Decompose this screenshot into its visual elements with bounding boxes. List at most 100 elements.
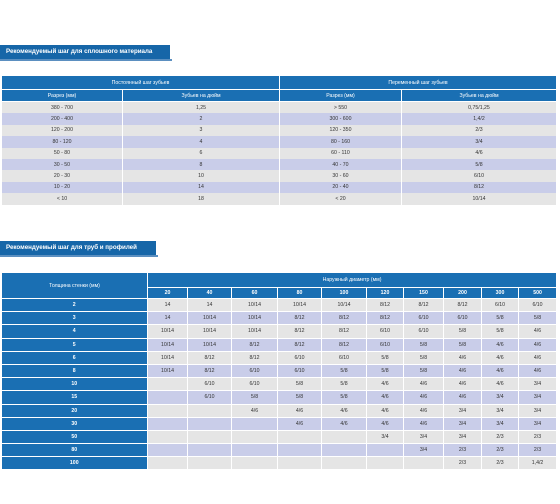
- pitch-cell: 3/4: [443, 429, 482, 445]
- pitch-cell: 4/6: [443, 363, 482, 379]
- column-header-tpi-constant: Зубьев на дюйм: [122, 89, 280, 102]
- table-row: 80 3/4 2/3 2/3 2/3: [1, 443, 558, 458]
- pitch-cell: 8/12: [403, 297, 444, 313]
- pitch-cell: 6/10: [277, 363, 322, 379]
- pitch-cell: 4/6: [231, 403, 278, 418]
- pitch-cell: [147, 390, 188, 405]
- pitch-cell: 6/10: [366, 337, 404, 352]
- pitch-cell: 8/12: [443, 297, 482, 313]
- pitch-cell: 4/6: [366, 403, 404, 418]
- pitch-cell: [147, 443, 188, 458]
- pitch-cell: [277, 443, 322, 458]
- constant-pitch-header: Постоянный шаг зубьев: [1, 75, 280, 90]
- pitch-cell: 4/6: [443, 377, 482, 392]
- cell-v-tpi: 6/10: [401, 170, 557, 182]
- diameter-header: 500: [517, 287, 558, 299]
- wall-thickness-value: 100: [1, 456, 148, 471]
- table-row: 4 10/14 10/14 10/14 8/12 8/12 6/10 6/10 5/8 5/8 4/…: [1, 324, 558, 339]
- cell-v-size: > 550: [279, 101, 402, 114]
- pitch-cell: 3/4: [517, 377, 558, 392]
- pitch-cell: 8/12: [231, 337, 278, 352]
- cell-v-size: 80 - 160: [279, 136, 402, 148]
- table-row: 200 - 400 2 300 - 600 1,4/2: [1, 113, 557, 125]
- table-row: 20 4/6 4/6 4/6 4/6 4/6 3/4 3/4 3/4: [1, 403, 558, 418]
- cell-v-tpi: 10/14: [401, 193, 557, 205]
- pitch-cell: 10/14: [187, 337, 232, 352]
- pitch-cell: 4/6: [517, 363, 558, 379]
- pitch-cell: 6/10: [187, 377, 232, 392]
- pitch-cell: 2/3: [517, 443, 558, 458]
- pitch-cell: [147, 456, 188, 471]
- pitch-cell: 3/4: [403, 443, 444, 458]
- pitch-cell: 5/8: [481, 324, 519, 339]
- pitch-cell: 3/4: [517, 416, 558, 431]
- table-row: 80 - 120 4 80 - 160 3/4: [1, 136, 557, 148]
- pitch-cell: 14: [187, 297, 232, 313]
- pitch-cell: 5/8: [403, 337, 444, 352]
- pitch-cell: 3/4: [403, 429, 444, 445]
- pitch-cell: 6/10: [443, 311, 482, 326]
- pitch-cell: 8/12: [277, 337, 322, 352]
- pitch-cell: 4/6: [366, 390, 404, 405]
- cell-v-size: 300 - 600: [279, 113, 402, 125]
- pitch-cell: 8/12: [321, 311, 367, 326]
- pitch-cell: 6/10: [321, 350, 367, 365]
- cell-v-tpi: 0,75/1,25: [401, 101, 557, 114]
- pitch-cell: 4/6: [277, 416, 322, 431]
- pitch-cell: 3/4: [517, 403, 558, 418]
- pitch-cell: 2/3: [481, 429, 519, 445]
- cell-c-size: 120 - 200: [1, 124, 123, 137]
- pitch-cell: 10/14: [147, 350, 188, 365]
- pitch-cell: 4/6: [366, 377, 404, 392]
- pitch-cell: 2/3: [517, 429, 558, 445]
- pitch-cell: 4/6: [481, 377, 519, 392]
- diameter-header: 20: [147, 287, 188, 299]
- pitch-cell: 3/4: [481, 390, 519, 405]
- table-row: 20 - 30 10 30 - 60 6/10: [1, 170, 557, 182]
- pitch-cell: 6/10: [187, 390, 232, 405]
- table-row: 10 6/10 6/10 5/8 5/8 4/6 4/6 4/6 4/6 3/4: [1, 377, 558, 392]
- pitch-cell: 8/12: [366, 311, 404, 326]
- cell-c-tpi: 10: [122, 170, 280, 182]
- cell-c-tpi: 18: [122, 193, 280, 205]
- pitch-cell: [231, 416, 278, 431]
- pitch-cell: 4/6: [443, 390, 482, 405]
- pitch-cell: 4/6: [517, 324, 558, 339]
- diameter-header: 300: [481, 287, 519, 299]
- pitch-cell: 5/8: [517, 311, 558, 326]
- pitch-cell: [231, 443, 278, 458]
- pitch-cell: [403, 456, 444, 471]
- pitch-cell: [147, 429, 188, 445]
- pitch-cell: 5/8: [443, 337, 482, 352]
- table-row: 15 6/10 5/8 5/8 5/8 4/6 4/6 4/6 3/4 3/4: [1, 390, 558, 405]
- pitch-cell: 2/3: [443, 443, 482, 458]
- diameter-header: 60: [231, 287, 278, 299]
- pitch-cell: [321, 443, 367, 458]
- cell-v-size: 40 - 70: [279, 158, 402, 171]
- section-title-tubes: Рекомендуемый шаг для труб и профилей: [0, 241, 158, 257]
- table-row: 50 3/4 3/4 3/4 2/3 2/3: [1, 429, 558, 445]
- pitch-cell: 4/6: [403, 416, 444, 431]
- pitch-cell: 8/12: [366, 297, 404, 313]
- pitch-cell: 2/3: [481, 456, 519, 471]
- table-row: 10 - 20 14 20 - 40 8/12: [1, 181, 557, 194]
- table-row: 5 10/14 10/14 8/12 8/12 8/12 6/10 5/8 5/8 4/6 4/6: [1, 337, 558, 352]
- pitch-cell: 4/6: [443, 350, 482, 365]
- pitch-cell: 4/6: [277, 403, 322, 418]
- pitch-cell: 3/4: [481, 403, 519, 418]
- cell-c-tpi: 6: [122, 147, 280, 159]
- pitch-cell: [187, 443, 232, 458]
- pitch-cell: 6/10: [403, 324, 444, 339]
- pitch-cell: 4/6: [403, 403, 444, 418]
- pitch-cell: 5/8: [321, 363, 367, 379]
- cell-v-tpi: 3/4: [401, 136, 557, 148]
- pitch-cell: 6/10: [231, 363, 278, 379]
- cell-v-size: < 20: [279, 193, 402, 205]
- wall-thickness-value: 6: [1, 350, 148, 365]
- cell-c-tpi: 14: [122, 181, 280, 194]
- pitch-cell: 1,4/2: [517, 456, 558, 471]
- pitch-cell: [187, 429, 232, 445]
- column-header-tpi-variable: Зубьев на дюйм: [401, 89, 557, 102]
- table-row: 30 4/6 4/6 4/6 4/6 3/4 3/4 3/4: [1, 416, 558, 431]
- pitch-cell: 5/8: [481, 311, 519, 326]
